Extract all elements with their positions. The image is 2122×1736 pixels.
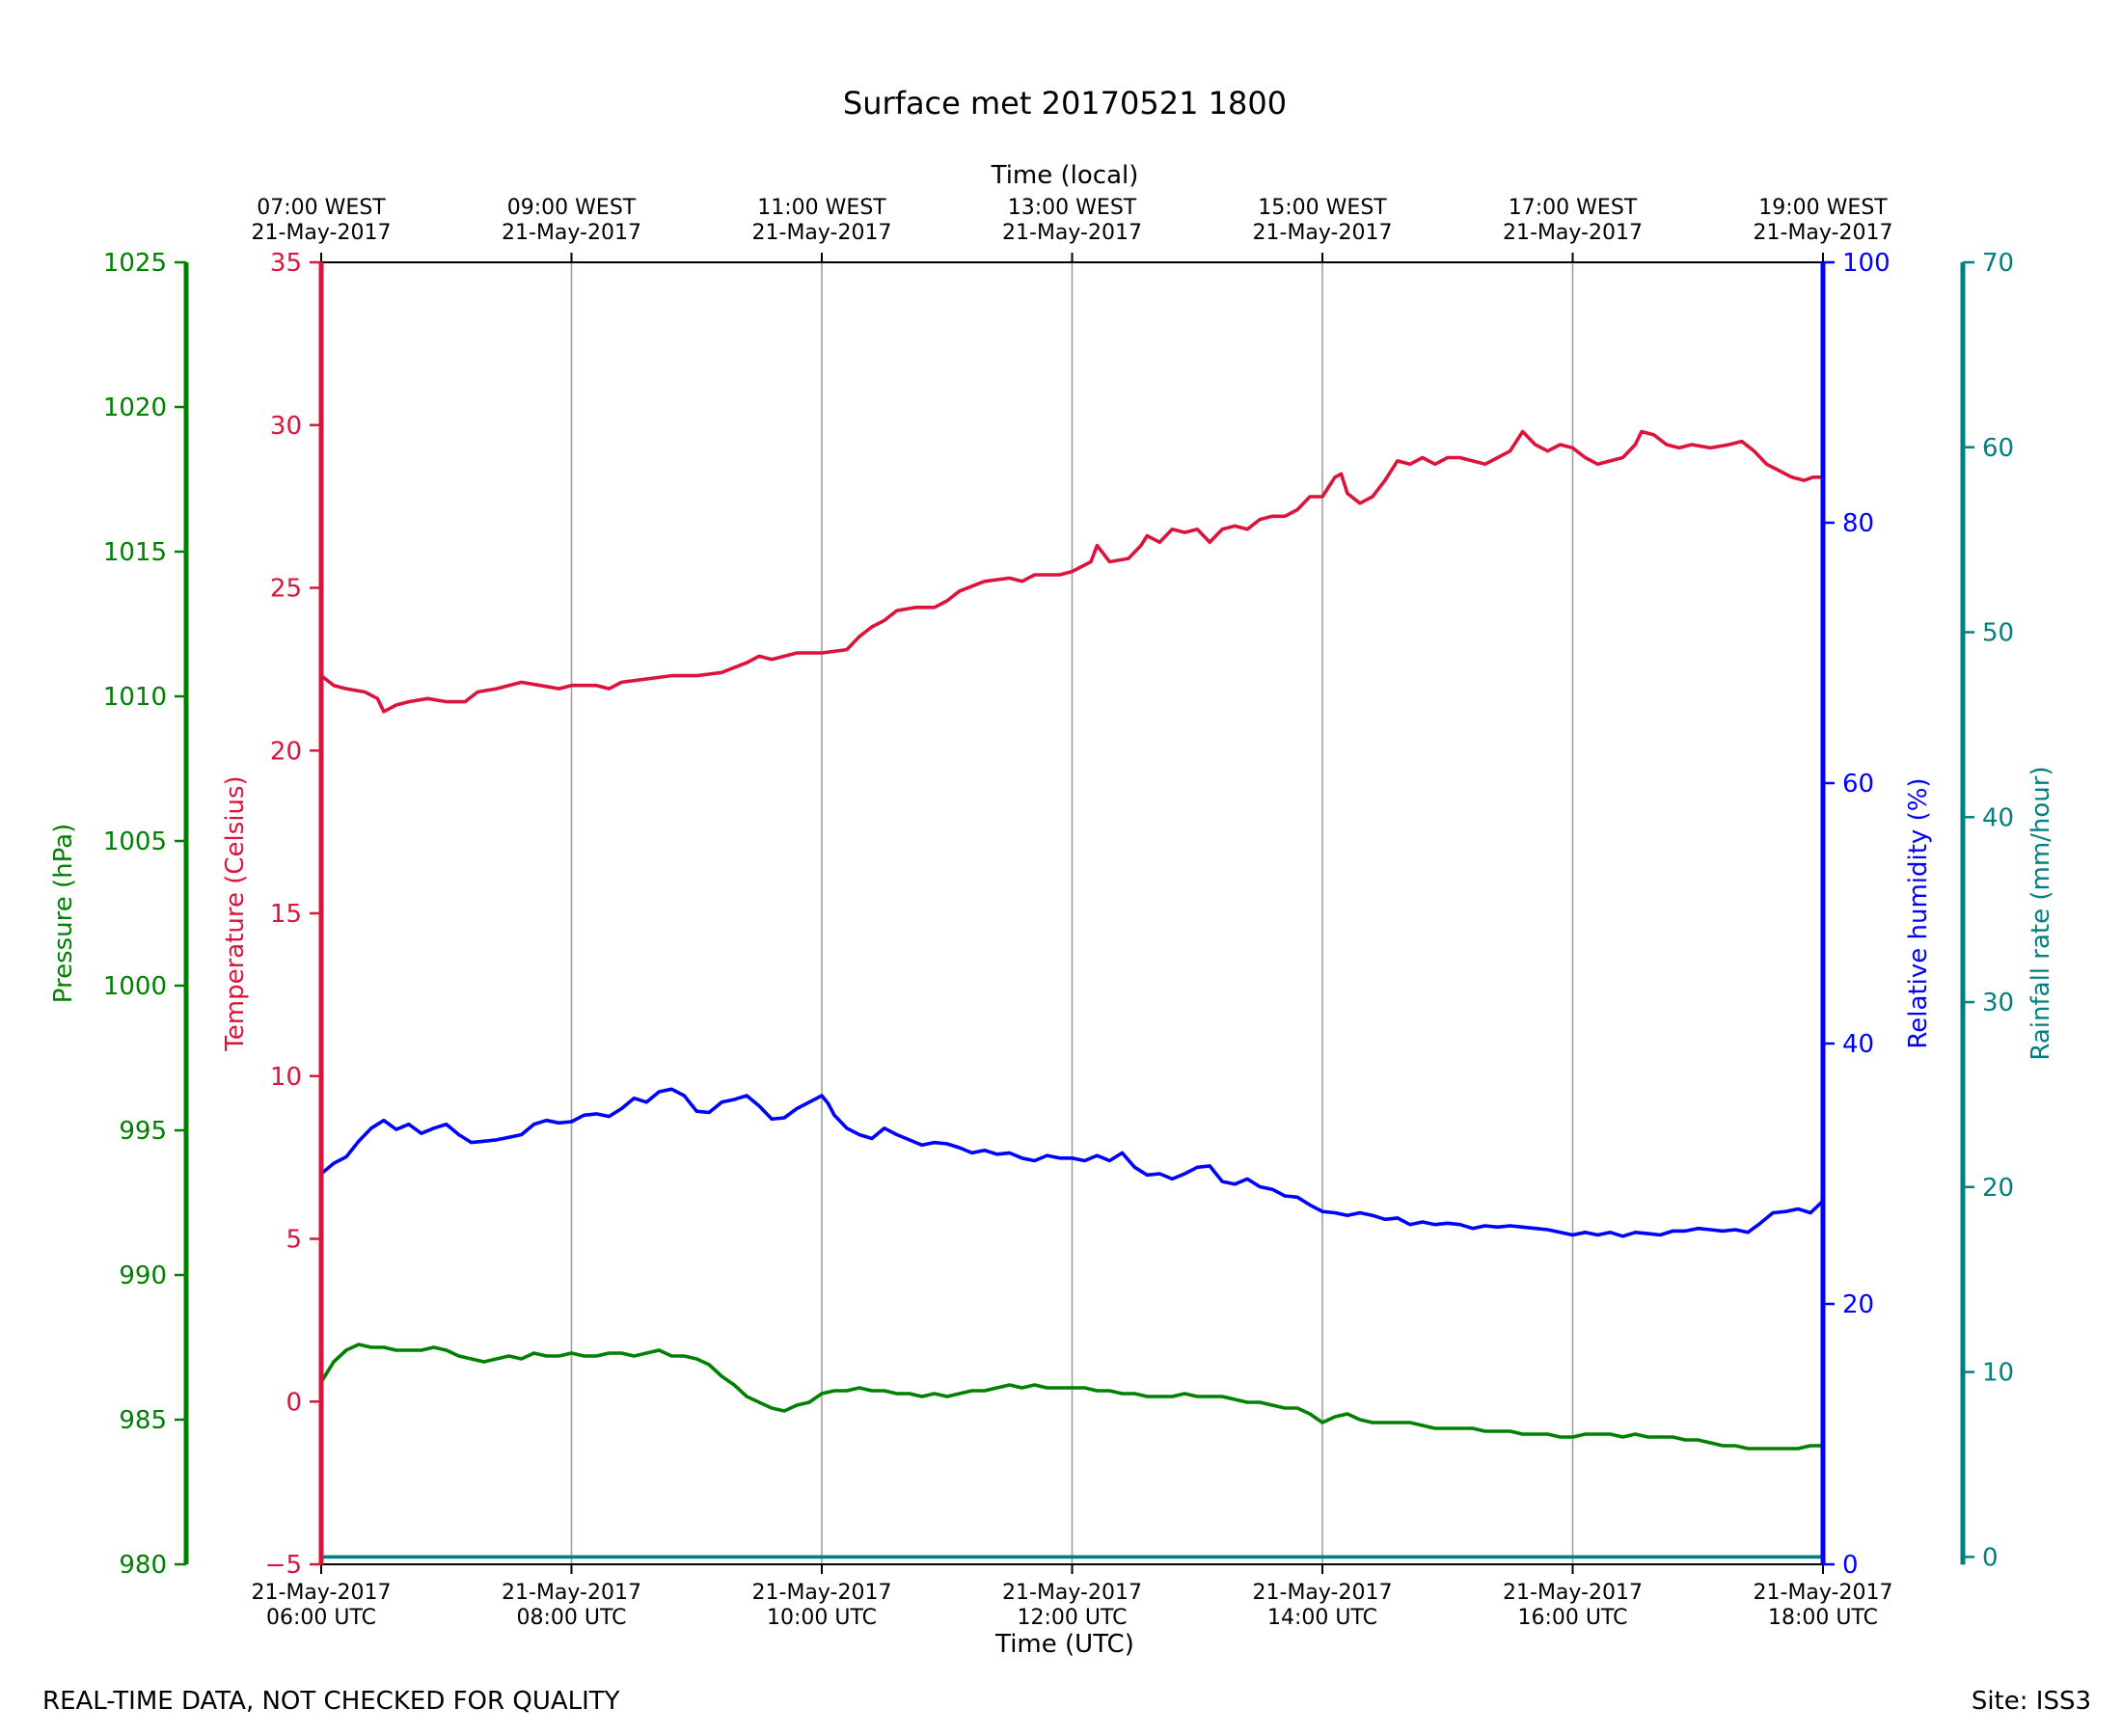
rainfall-tick-label: 10 [1982,1359,2014,1388]
footer-site: Site: ISS3 [1971,1687,2091,1716]
series-line-pressure [319,1343,1823,1451]
x-tick-label-bottom-date: 21-May-2017 [502,1581,641,1605]
pressure-tick-label: 1000 [103,972,167,1001]
x-tick-label-top-date: 21-May-2017 [252,221,392,245]
temperature-tick-label: 15 [270,900,302,929]
x-tick-label-bottom-date: 21-May-2017 [252,1581,392,1605]
series-layer [319,429,1825,1560]
x-tick-label-top-date: 21-May-2017 [1253,221,1393,245]
humidity-tick-label: 0 [1842,1551,1859,1580]
rainfall-tick-label: 50 [1982,619,2014,648]
pressure-tick-label: 1010 [103,683,167,712]
pressure-axis-label: Pressure (hPa) [49,824,78,1004]
gridlines [570,262,1574,1564]
x-tick-label-top-date: 21-May-2017 [1002,221,1142,245]
x-tick-label-bottom-time: 12:00 UTC [1017,1606,1127,1630]
pressure-tick-label: 985 [119,1406,167,1435]
chart-title: Surface met 20170521 1800 [843,85,1287,122]
pressure-tick-label: 1015 [103,538,167,567]
pressure-tick-label: 980 [119,1551,167,1580]
x-tick-label-top-date: 21-May-2017 [1754,221,1893,245]
x-tick-label-top-time: 15:00 WEST [1258,196,1387,220]
x-tick-label-bottom-time: 14:00 UTC [1267,1606,1377,1630]
temperature-tick-label: 35 [270,249,302,278]
footer-quality-note: REAL-TIME DATA, NOT CHECKED FOR QUALITY [42,1687,620,1716]
humidity-tick-label: 60 [1842,770,1874,799]
x-tick-label-bottom-time: 10:00 UTC [767,1606,877,1630]
x-tick-label-top-time: 13:00 WEST [1008,196,1137,220]
temperature-tick-label: 30 [270,412,302,441]
pressure-tick-label: 1025 [103,249,167,278]
temperature-tick-label: 10 [270,1063,302,1092]
rainfall-tick-label: 20 [1982,1174,2014,1203]
pressure-tick-label: 990 [119,1261,167,1290]
pressure-tick-label: 1005 [103,827,167,856]
x-tick-label-top-time: 07:00 WEST [257,196,386,220]
x-tick-label-bottom-date: 21-May-2017 [752,1581,892,1605]
rainfall-tick-label: 0 [1982,1543,1999,1572]
temperature-axis-label: Temperature (Celsius) [221,775,250,1051]
x-tick-label-bottom-time: 16:00 UTC [1517,1606,1627,1630]
x-axis-label-top: Time (local) [991,161,1139,190]
temperature-tick-label: 5 [286,1226,302,1255]
temperature-tick-label: 20 [270,737,302,766]
series-line-temperature [319,429,1823,714]
x-tick-label-bottom-date: 21-May-2017 [1503,1581,1643,1605]
x-tick-label-top-time: 11:00 WEST [757,196,886,220]
rainfall-tick-label: 60 [1982,434,2014,463]
x-tick-label-bottom-time: 08:00 UTC [516,1606,626,1630]
humidity-tick-label: 80 [1842,509,1874,538]
humidity-tick-label: 100 [1842,249,1891,278]
x-tick-label-bottom-date: 21-May-2017 [1253,1581,1393,1605]
x-tick-label-top-time: 19:00 WEST [1758,196,1888,220]
humidity-axis-label: Relative humidity (%) [1904,777,1933,1048]
x-tick-label-bottom-date: 21-May-2017 [1754,1581,1893,1605]
x-tick-label-bottom-time: 18:00 UTC [1768,1606,1878,1630]
x-tick-label-bottom-date: 21-May-2017 [1002,1581,1142,1605]
x-axis-label-bottom: Time (UTC) [994,1630,1134,1659]
rainfall-tick-label: 30 [1982,989,2014,1017]
x-tick-label-top-time: 09:00 WEST [507,196,637,220]
x-tick-label-top-date: 21-May-2017 [752,221,892,245]
temperature-tick-label: 0 [286,1388,302,1417]
rainfall-tick-label: 40 [1982,803,2014,832]
series-line-relative-humidity [319,1087,1825,1238]
x-tick-label-top-time: 17:00 WEST [1509,196,1638,220]
pressure-tick-label: 1020 [103,393,167,422]
pressure-tick-label: 995 [119,1117,167,1146]
x-tick-label-bottom-time: 06:00 UTC [266,1606,376,1630]
rainfall-tick-label: 70 [1982,249,2014,278]
x-tick-label-top-date: 21-May-2017 [1503,221,1643,245]
temperature-tick-label: −5 [265,1551,302,1580]
rainfall-axis-label: Rainfall rate (mm/hour) [2027,766,2055,1060]
x-tick-label-top-date: 21-May-2017 [502,221,641,245]
temperature-tick-label: 25 [270,575,302,604]
humidity-tick-label: 20 [1842,1290,1874,1319]
humidity-tick-label: 40 [1842,1030,1874,1059]
